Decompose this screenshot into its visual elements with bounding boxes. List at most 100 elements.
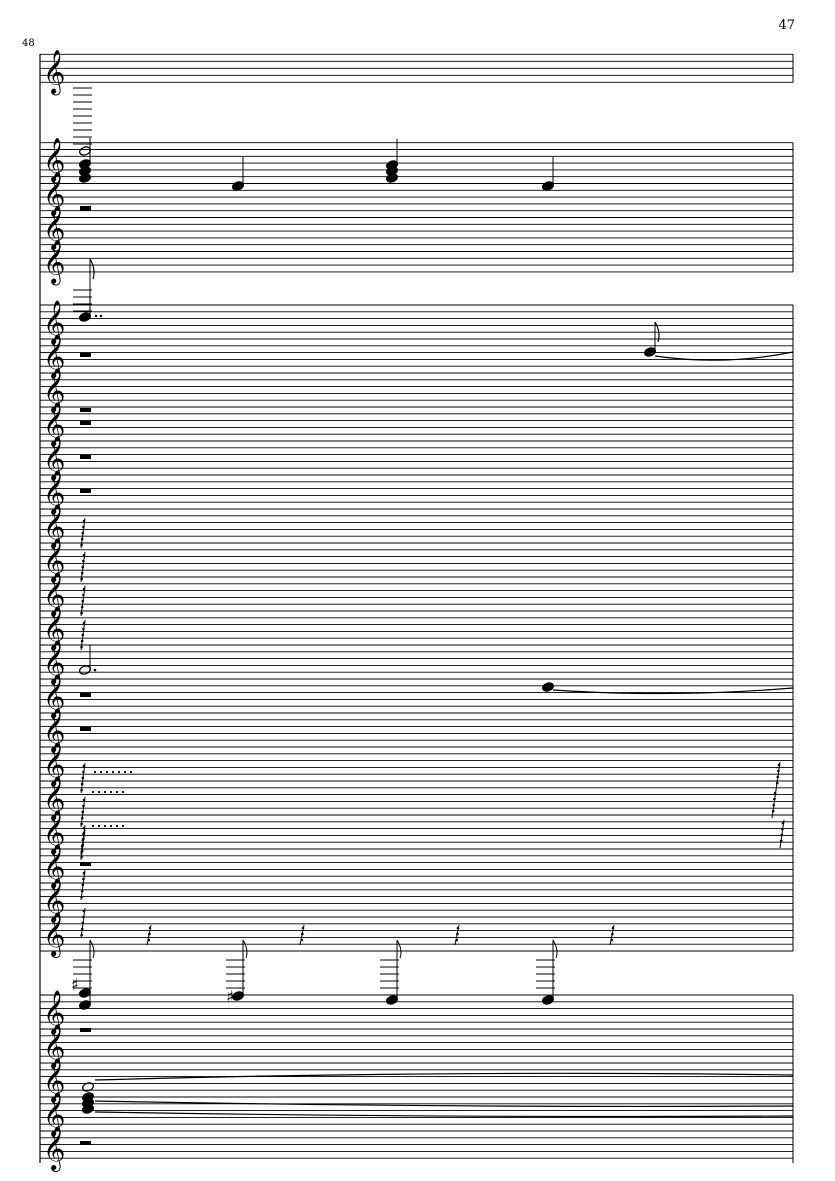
dot [99,314,103,318]
rest-dot [81,883,85,887]
treble-clef-icon: 𝄞 [43,300,65,346]
note-head [542,682,554,692]
rest-icon [80,421,91,425]
rest-dot [82,627,85,631]
treble-clef-icon: 𝄞 [43,742,65,788]
treble-clef-icon: 𝄞 [43,572,65,618]
rest-dot [779,839,783,843]
treble-clef-icon: 𝄞 [43,912,65,958]
tie [552,687,794,695]
rest-dot [80,855,83,859]
rest-dot [147,938,151,942]
dot [103,824,107,828]
rest-icon [80,693,91,697]
dot [93,668,97,672]
rest-dot [772,803,776,807]
note-flag [552,939,558,959]
rest-dot [773,791,777,795]
rest-icon [80,489,91,493]
dot [117,770,121,774]
rest-dot [781,821,785,825]
dot [99,770,103,774]
rest-dot [80,645,83,649]
tie [654,351,794,361]
measure-number: 48 [22,38,35,49]
rest-dot [80,571,84,575]
rest-icon [80,455,91,459]
tie [94,1111,794,1118]
page-number: 47 [778,18,795,33]
sharp-icon: ♯ [226,987,234,1006]
treble-clef-icon: 𝄞 [43,640,65,686]
treble-clef-icon: 𝄞 [43,49,65,95]
note-head [79,988,91,998]
dot [129,770,133,774]
treble-clef-icon: 𝄞 [43,990,65,1036]
dot [93,770,97,774]
rest-dot [776,775,780,779]
rest-dot [82,519,86,523]
rest-dot [80,577,83,581]
treble-clef-icon: 𝄞 [43,844,65,890]
rest-dot [773,797,776,801]
rest-dot [611,926,615,930]
rest-dot [80,933,83,937]
rest-dot [82,877,85,881]
dot [105,770,109,774]
rest-dot [148,932,151,936]
note-head [82,1082,94,1092]
dot [115,790,119,794]
rest-dot [82,826,86,830]
treble-clef-icon: 𝄞 [43,674,65,720]
rest-dot [81,531,85,535]
rest-dot [80,605,84,609]
rest-dot [80,788,83,792]
treble-clef-icon: 𝄞 [43,172,65,218]
note-flag [89,258,95,280]
rest-icon [80,408,91,412]
rest-dot [81,810,85,814]
rest-dot [455,938,459,942]
treble-clef-icon: 𝄞 [43,1092,65,1138]
rest-icon [80,353,91,357]
rest-dot [301,932,304,936]
sharp-icon: ♯ [71,975,79,994]
rest-dot [80,889,84,893]
rest-dot [80,639,84,643]
rest-dot [82,915,85,919]
rest-dot [610,938,614,942]
note-flag [654,321,660,343]
treble-clef-icon: 𝄞 [43,1126,65,1172]
rest-dot [771,809,775,813]
rest-icon [80,1028,91,1032]
note-head [79,173,91,183]
rest-icon [80,862,91,866]
rest-dot [82,525,85,529]
note-head [386,173,398,183]
rest-dot [780,833,784,837]
rest-dot [148,926,152,930]
dot [111,770,115,774]
dot [97,790,101,794]
rest-dot [82,559,85,563]
treble-clef-icon: 𝄞 [43,1024,65,1070]
rest-dot [456,926,460,930]
rest-dot [82,871,86,875]
treble-clef-icon: 𝄞 [43,470,65,516]
rest-dot [82,804,85,808]
note-flag [242,939,248,959]
dot [121,824,125,828]
rest-dot [82,909,86,913]
rest-dot [80,895,83,899]
rest-dot [82,553,86,557]
rest-dot [80,543,83,547]
rest-icon [80,727,91,731]
rest-dot [300,938,304,942]
treble-clef-icon: 𝄞 [43,504,65,550]
rest-dot [82,798,86,802]
note-flag [89,939,95,959]
rest-dot [82,764,86,768]
note-flag [396,939,402,959]
tie [94,1072,794,1081]
